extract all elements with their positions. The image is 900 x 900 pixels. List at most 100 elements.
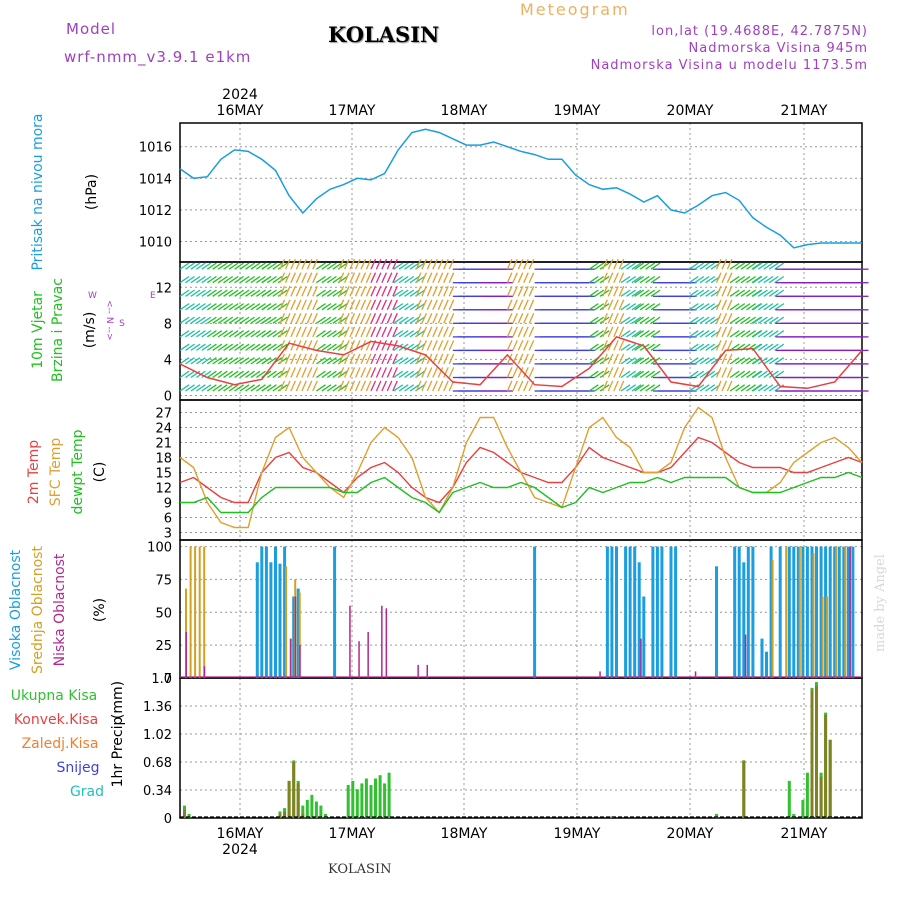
wind-arrow	[245, 330, 255, 338]
compass-label: <-- N -->	[104, 300, 114, 341]
wind-arrow	[272, 303, 283, 311]
wind-arrow	[212, 384, 223, 392]
wind-arrow	[705, 275, 716, 284]
wind-arrow	[212, 357, 223, 365]
wind-arrow	[398, 275, 409, 284]
wind-arrow	[279, 380, 286, 392]
wind-arrow	[602, 340, 608, 351]
wind-arrow	[746, 370, 756, 379]
wind-arrow	[613, 272, 619, 283]
wind-arrow	[752, 370, 763, 379]
wind-arrow	[645, 289, 656, 297]
wind-arrow	[360, 380, 367, 392]
wind-arrow	[179, 289, 190, 297]
wind-arrow	[618, 340, 625, 351]
wind-arrow	[349, 272, 356, 283]
wind-arrow	[432, 367, 438, 378]
x-date-bottom: 18MAY	[441, 826, 488, 842]
wind-arrow	[354, 326, 361, 338]
wind-arrow	[375, 380, 382, 392]
y-tick-label: 0.34	[143, 784, 172, 799]
wind-arrow	[602, 299, 608, 311]
wind-arrow	[752, 343, 763, 351]
wind-arrow	[594, 316, 605, 324]
wind-arrow	[196, 357, 206, 365]
wind-arrow	[421, 380, 427, 392]
ylabel-pressure-unit: (hPa)	[84, 174, 100, 210]
wind-arrow	[381, 367, 387, 378]
wind-arrow	[721, 272, 728, 283]
wind-arrow	[517, 340, 524, 351]
wind-arrow	[206, 357, 217, 365]
wind-arrow	[354, 285, 361, 297]
wind-arrow	[602, 272, 608, 283]
wind-arrow	[381, 285, 387, 297]
wind-arrow	[370, 326, 377, 338]
wind-arrow	[332, 303, 343, 311]
y-tick-label: 6	[164, 512, 172, 527]
wind-arrow	[360, 313, 367, 324]
wind-arrow	[626, 384, 636, 392]
wind-arrow	[715, 313, 722, 324]
wind-arrow	[321, 275, 332, 284]
wind-arrow	[740, 289, 751, 297]
wind-arrow	[740, 316, 751, 324]
wind-arrow	[223, 370, 234, 379]
wind-arrow	[620, 370, 631, 379]
wind-arrow	[506, 340, 513, 351]
wind-arrow	[201, 289, 212, 297]
total-precip-bar	[715, 813, 718, 818]
wind-arrow	[228, 357, 239, 365]
wind-arrow	[715, 272, 722, 283]
year-top: 2024	[222, 87, 258, 103]
wind-arrow	[757, 303, 768, 311]
wind-arrow	[228, 262, 239, 270]
wind-arrow	[250, 330, 261, 338]
wind-arrow	[290, 340, 296, 351]
wind-arrow	[386, 313, 393, 324]
wind-arrow	[256, 330, 266, 338]
wind-arrow	[393, 343, 404, 351]
wind-arrow	[594, 275, 605, 284]
wind-arrow	[386, 272, 393, 283]
wind-arrow	[321, 289, 332, 297]
wind-arrow	[506, 258, 513, 270]
high-cloud-bar	[605, 546, 609, 678]
wind-arrow	[705, 357, 716, 365]
wind-arrow	[528, 313, 535, 324]
wind-arrow	[448, 340, 455, 351]
wind-arrow	[757, 262, 768, 270]
wind-arrow	[607, 313, 614, 324]
wind-arrow	[618, 272, 625, 283]
wind-arrow	[306, 353, 313, 365]
mid-cloud-bar	[298, 592, 301, 678]
high-cloud-bar	[533, 546, 537, 678]
wind-arrow	[517, 367, 524, 378]
wind-arrow	[393, 316, 404, 324]
high-cloud-bar	[805, 546, 809, 678]
total-precip-bar	[383, 783, 387, 818]
wind-arrow	[217, 289, 228, 297]
wind-arrow	[312, 285, 318, 297]
wind-arrow	[618, 313, 625, 324]
total-precip-bar	[610, 816, 614, 818]
wind-arrow	[261, 343, 272, 351]
wind-arrow	[528, 299, 535, 311]
wind-arrow	[206, 275, 217, 284]
wind-arrow	[250, 357, 261, 365]
wind-arrow	[740, 330, 751, 338]
wind-arrow	[206, 303, 217, 311]
mid-cloud-bar	[785, 546, 788, 678]
wind-arrow	[185, 384, 195, 392]
wind-arrow	[740, 262, 751, 270]
wind-arrow	[688, 262, 699, 270]
wind-arrow	[284, 299, 291, 311]
wind-arrow	[306, 326, 313, 338]
wind-arrow	[409, 330, 420, 338]
wind-arrow	[735, 384, 746, 392]
wind-arrow	[768, 316, 779, 324]
wind-arrow	[332, 384, 343, 392]
wind-arrow	[506, 285, 513, 297]
wind-arrow	[326, 303, 337, 311]
ylabel-temp-3: dewpt Temp	[70, 429, 86, 514]
